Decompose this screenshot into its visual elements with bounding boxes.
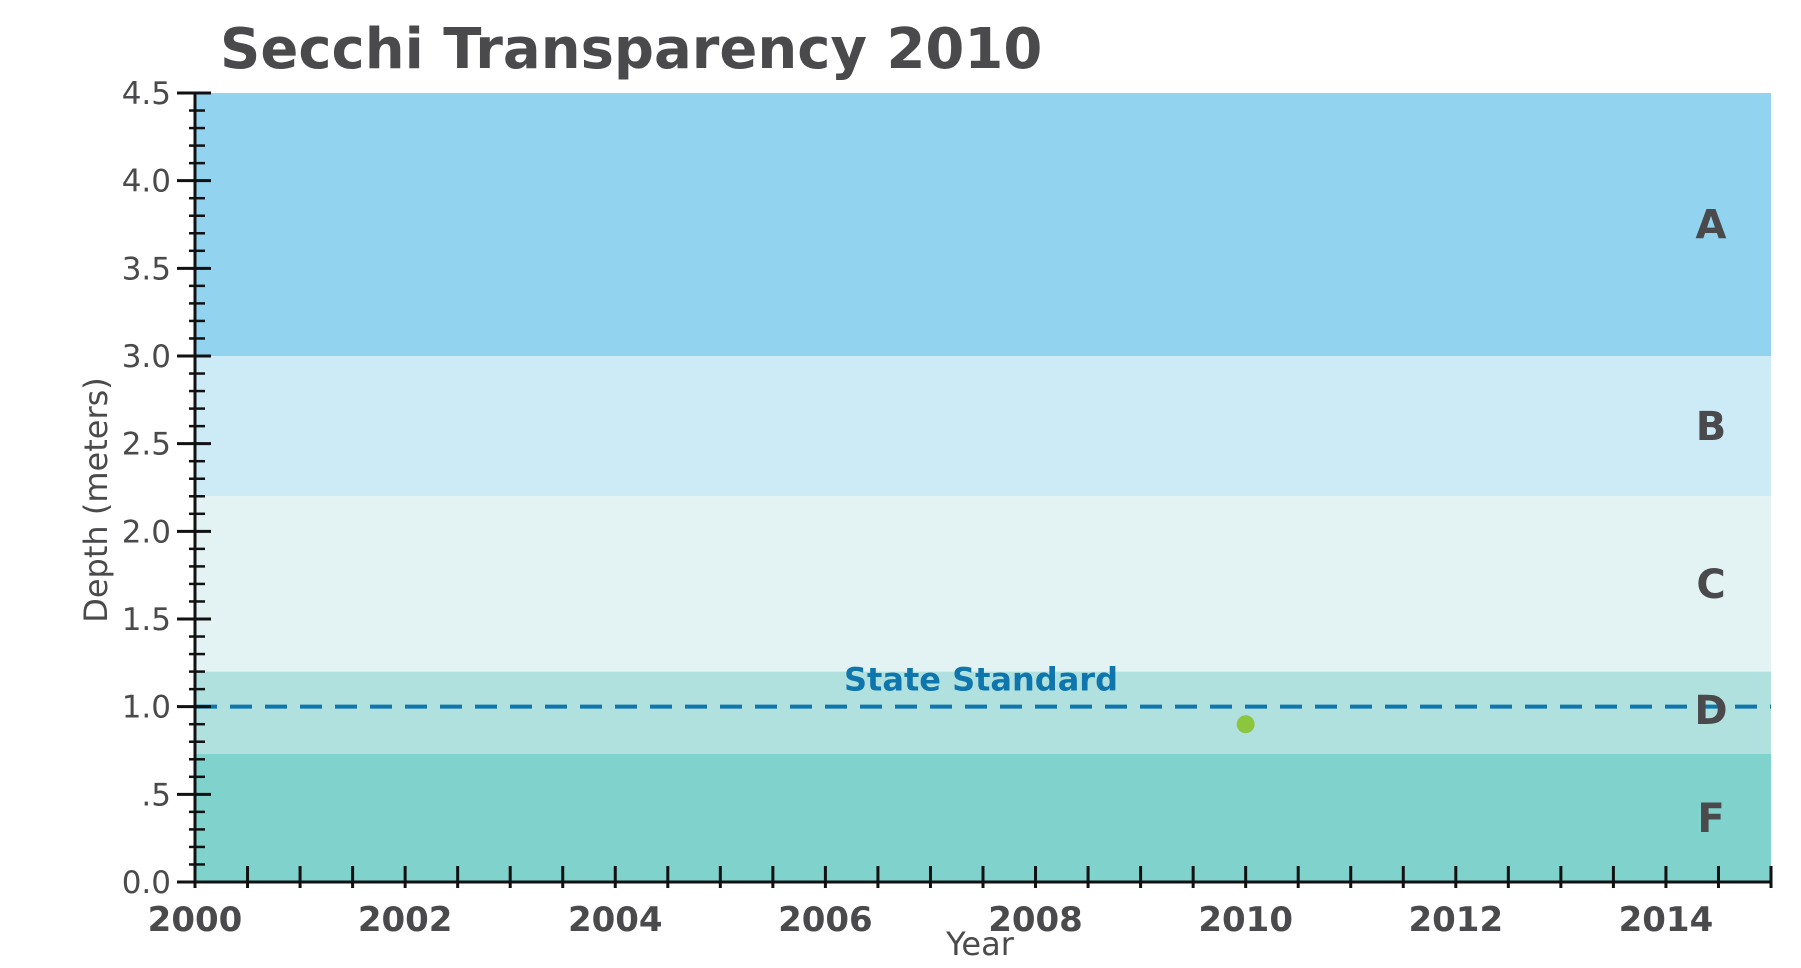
grade-band-f: [195, 754, 1771, 882]
grade-band-d: [195, 671, 1771, 755]
y-tick-label: 0.0: [122, 865, 171, 901]
y-tick-label: 1.0: [122, 690, 171, 726]
y-tick-label: .5: [141, 777, 171, 813]
y-tick-label: 3.5: [122, 251, 171, 287]
y-tick-label: 2.5: [122, 427, 171, 463]
chart-title: Secchi Transparency 2010: [220, 17, 1042, 82]
y-tick-label: 4.5: [122, 76, 171, 112]
grade-labels: A B C D F: [1694, 203, 1727, 843]
grade-band-c: [195, 496, 1771, 672]
y-tick-label: 3.0: [122, 339, 171, 375]
x-tick-label: 2000: [148, 900, 243, 940]
state-standard-label: State Standard: [844, 661, 1118, 699]
x-tick-label: 2014: [1619, 900, 1714, 940]
x-tick-label: 2012: [1408, 900, 1503, 940]
x-axis-label: Year: [945, 925, 1015, 963]
grade-label-a: A: [1696, 203, 1727, 249]
data-points: [1236, 715, 1255, 734]
y-ticks: 0.0 .5 1.0 1.5 2.0 2.5 3.0 3.5 4.0 4.5: [122, 76, 211, 901]
grade-label-b: B: [1696, 404, 1727, 450]
grade-label-c: C: [1696, 562, 1725, 608]
x-tick-label: 2002: [358, 900, 453, 940]
x-ticks: 2000 2002 2004 2006 2008 2010 2012 2014: [148, 866, 1773, 940]
y-tick-label: 4.0: [122, 164, 171, 200]
grade-label-f: F: [1697, 796, 1724, 842]
x-tick-label: 2004: [568, 900, 663, 940]
reference-line-group: State Standard: [195, 661, 1771, 709]
grade-label-d: D: [1694, 688, 1727, 734]
grade-band-a: [195, 93, 1771, 356]
x-tick-label: 2006: [778, 900, 873, 940]
grade-band-b: [195, 356, 1771, 497]
y-tick-label: 2.0: [122, 514, 171, 550]
y-tick-label: 1.5: [122, 602, 171, 638]
x-tick-label: 2008: [988, 900, 1083, 940]
grade-bands: [195, 93, 1771, 882]
y-axis-label: Depth (meters): [77, 377, 115, 623]
x-tick-label: 2010: [1198, 900, 1293, 940]
data-point: [1236, 715, 1255, 734]
